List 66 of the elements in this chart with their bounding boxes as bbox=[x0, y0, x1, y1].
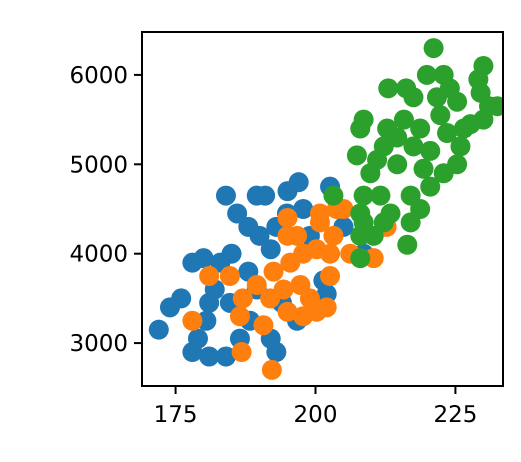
point bbox=[420, 140, 440, 161]
point bbox=[182, 310, 202, 331]
x-tick-label: 225 bbox=[433, 402, 478, 428]
point bbox=[227, 203, 248, 224]
point bbox=[437, 123, 458, 144]
point bbox=[420, 176, 440, 197]
point bbox=[414, 158, 434, 179]
point bbox=[290, 274, 310, 295]
point bbox=[346, 145, 367, 166]
x-tick-label: 200 bbox=[294, 402, 338, 428]
point bbox=[266, 342, 286, 362]
point bbox=[450, 136, 470, 156]
point bbox=[410, 118, 430, 139]
x-tick-label: 175 bbox=[154, 402, 198, 428]
point bbox=[403, 87, 424, 108]
point bbox=[403, 136, 424, 156]
point bbox=[232, 288, 253, 308]
point bbox=[148, 320, 169, 340]
point bbox=[171, 288, 192, 308]
point bbox=[378, 78, 398, 98]
point bbox=[416, 64, 437, 85]
point bbox=[264, 262, 284, 282]
point bbox=[440, 78, 460, 98]
point bbox=[188, 328, 208, 349]
point bbox=[367, 150, 388, 170]
point bbox=[199, 266, 220, 286]
point bbox=[278, 208, 298, 228]
point bbox=[370, 186, 390, 206]
point bbox=[262, 360, 282, 380]
point bbox=[320, 266, 340, 286]
point bbox=[374, 212, 394, 232]
point bbox=[350, 248, 370, 268]
point bbox=[260, 239, 281, 260]
point bbox=[320, 244, 340, 264]
point bbox=[216, 346, 236, 366]
point bbox=[260, 288, 280, 308]
point bbox=[400, 212, 421, 232]
point bbox=[300, 288, 320, 308]
point bbox=[410, 199, 430, 219]
point bbox=[232, 342, 252, 362]
point bbox=[397, 234, 418, 255]
point bbox=[288, 172, 309, 192]
point bbox=[434, 163, 454, 184]
point bbox=[387, 154, 408, 174]
point bbox=[199, 292, 220, 313]
y-tick-label: 3000 bbox=[69, 331, 128, 358]
point bbox=[246, 274, 267, 295]
point bbox=[394, 110, 414, 130]
point bbox=[253, 315, 274, 336]
point bbox=[194, 248, 214, 268]
point bbox=[323, 186, 344, 206]
point bbox=[454, 118, 474, 139]
point bbox=[250, 226, 270, 246]
point bbox=[430, 105, 450, 126]
point bbox=[400, 186, 421, 206]
point bbox=[230, 306, 250, 326]
point bbox=[323, 226, 344, 246]
point bbox=[199, 346, 220, 366]
y-tick-label: 6000 bbox=[69, 62, 128, 89]
point bbox=[350, 118, 370, 139]
y-tick-label: 4000 bbox=[69, 242, 128, 268]
point bbox=[216, 186, 236, 206]
point bbox=[278, 302, 298, 322]
point bbox=[220, 266, 240, 286]
point bbox=[424, 38, 444, 58]
y-tick-label: 5000 bbox=[69, 152, 128, 178]
